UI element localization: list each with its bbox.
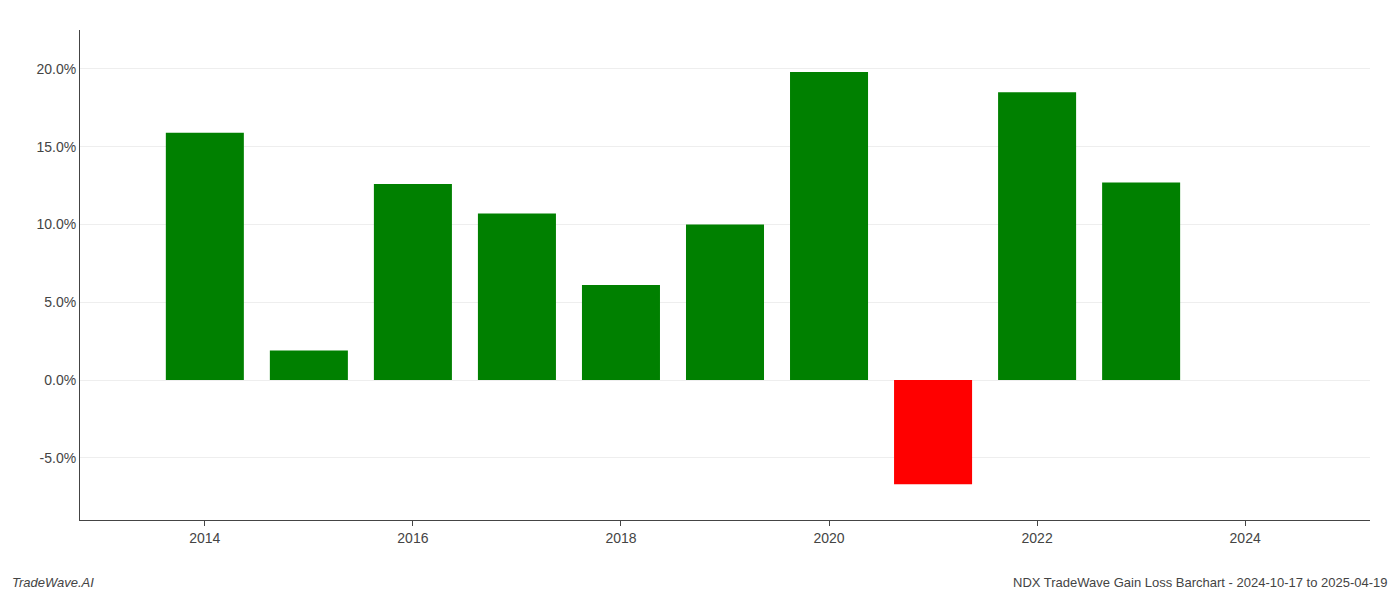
svg-text:-5.0%: -5.0% (40, 450, 77, 466)
svg-text:5.0%: 5.0% (44, 294, 76, 310)
svg-text:2020: 2020 (813, 530, 844, 546)
svg-text:10.0%: 10.0% (36, 216, 76, 232)
svg-text:15.0%: 15.0% (36, 139, 76, 155)
svg-text:TradeWave.AI: TradeWave.AI (12, 575, 94, 590)
svg-text:NDX TradeWave Gain Loss Barcha: NDX TradeWave Gain Loss Barchart - 2024-… (1013, 575, 1388, 590)
svg-text:2014: 2014 (189, 530, 220, 546)
svg-text:2018: 2018 (605, 530, 636, 546)
svg-text:2016: 2016 (397, 530, 428, 546)
svg-text:0.0%: 0.0% (44, 372, 76, 388)
svg-text:2022: 2022 (1022, 530, 1053, 546)
svg-text:2024: 2024 (1230, 530, 1261, 546)
svg-text:20.0%: 20.0% (36, 61, 76, 77)
